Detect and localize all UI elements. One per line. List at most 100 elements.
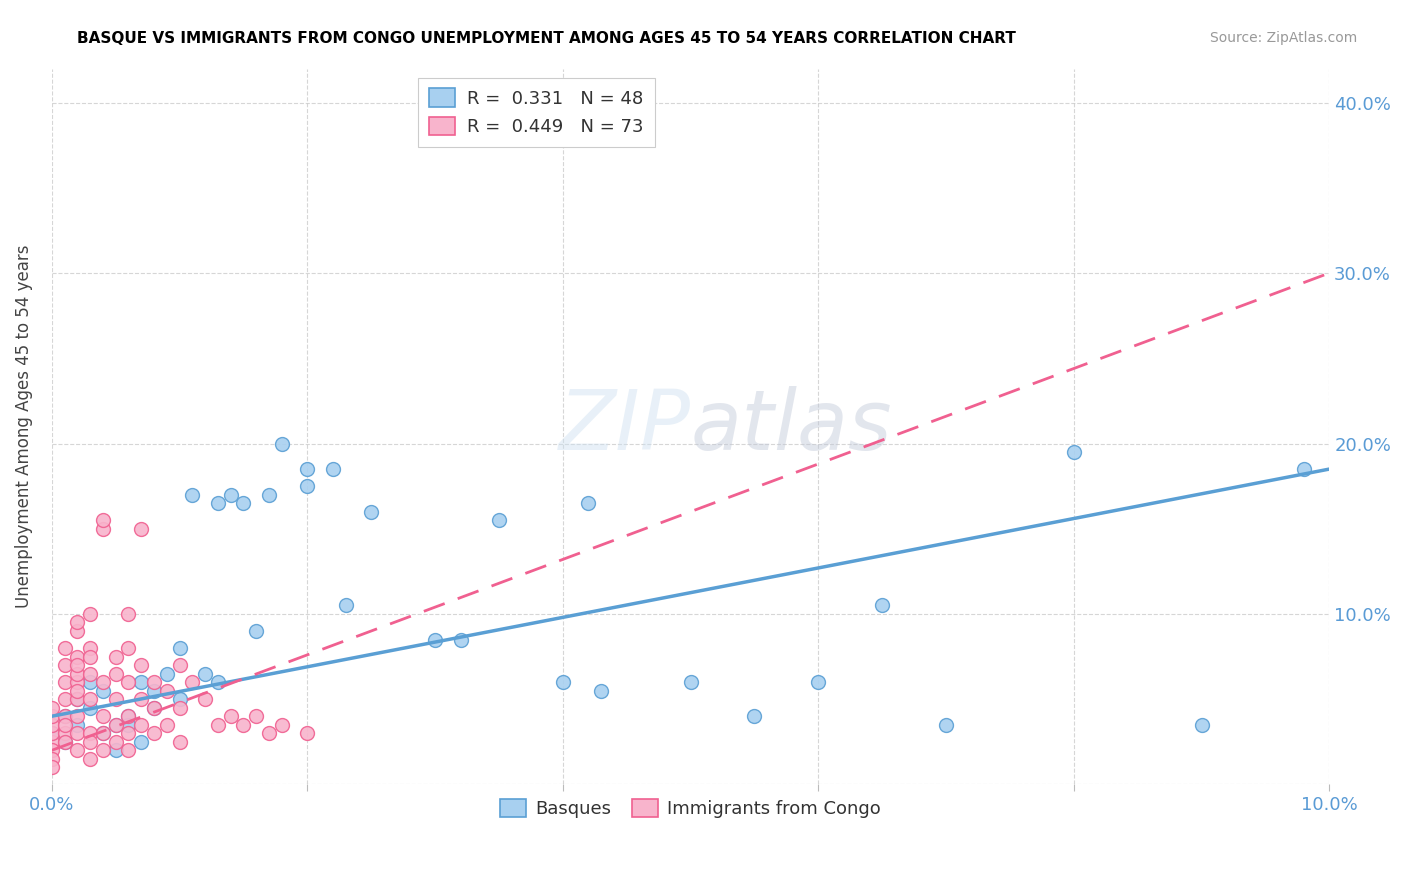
Point — [194, 666, 217, 681]
Point — [91, 726, 114, 740]
Point — [1063, 445, 1085, 459]
Point — [53, 709, 76, 723]
Point — [297, 479, 319, 493]
Point — [91, 522, 114, 536]
Point — [142, 683, 165, 698]
Point — [41, 700, 63, 714]
Point — [257, 488, 280, 502]
Point — [79, 675, 101, 690]
Point — [169, 735, 191, 749]
Point — [181, 488, 204, 502]
Point — [66, 615, 89, 630]
Point — [335, 599, 357, 613]
Point — [935, 718, 957, 732]
Point — [870, 599, 893, 613]
Point — [117, 709, 139, 723]
Point — [66, 683, 89, 698]
Point — [423, 632, 446, 647]
Point — [207, 675, 229, 690]
Point — [66, 726, 89, 740]
Point — [270, 718, 292, 732]
Y-axis label: Unemployment Among Ages 45 to 54 years: Unemployment Among Ages 45 to 54 years — [15, 244, 32, 608]
Point — [91, 513, 114, 527]
Text: Source: ZipAtlas.com: Source: ZipAtlas.com — [1209, 31, 1357, 45]
Point — [79, 607, 101, 621]
Point — [181, 675, 204, 690]
Point — [104, 666, 127, 681]
Point — [551, 675, 574, 690]
Point — [66, 743, 89, 757]
Point — [156, 666, 179, 681]
Point — [219, 488, 242, 502]
Point — [591, 683, 613, 698]
Point — [207, 718, 229, 732]
Point — [53, 735, 76, 749]
Point — [104, 692, 127, 706]
Point — [245, 709, 267, 723]
Point — [104, 718, 127, 732]
Point — [91, 709, 114, 723]
Point — [1292, 462, 1315, 476]
Point — [66, 718, 89, 732]
Point — [169, 641, 191, 656]
Point — [297, 462, 319, 476]
Point — [322, 462, 344, 476]
Point — [297, 726, 319, 740]
Point — [169, 700, 191, 714]
Point — [79, 735, 101, 749]
Point — [66, 675, 89, 690]
Point — [104, 649, 127, 664]
Point — [129, 692, 152, 706]
Point — [142, 675, 165, 690]
Point — [142, 726, 165, 740]
Point — [53, 718, 76, 732]
Point — [245, 624, 267, 638]
Point — [91, 675, 114, 690]
Point — [270, 436, 292, 450]
Point — [41, 735, 63, 749]
Point — [117, 607, 139, 621]
Point — [156, 718, 179, 732]
Legend: Basques, Immigrants from Congo: Basques, Immigrants from Congo — [494, 792, 887, 825]
Point — [207, 496, 229, 510]
Point — [744, 709, 766, 723]
Point — [129, 735, 152, 749]
Point — [219, 709, 242, 723]
Point — [576, 496, 599, 510]
Point — [53, 641, 76, 656]
Point — [66, 624, 89, 638]
Point — [450, 632, 472, 647]
Point — [66, 692, 89, 706]
Point — [41, 718, 63, 732]
Point — [41, 726, 63, 740]
Point — [91, 743, 114, 757]
Point — [169, 658, 191, 673]
Point — [41, 760, 63, 774]
Point — [41, 709, 63, 723]
Point — [142, 700, 165, 714]
Point — [117, 675, 139, 690]
Point — [104, 735, 127, 749]
Point — [66, 666, 89, 681]
Point — [53, 735, 76, 749]
Point — [156, 683, 179, 698]
Point — [41, 743, 63, 757]
Point — [117, 726, 139, 740]
Point — [142, 700, 165, 714]
Point — [79, 641, 101, 656]
Point — [129, 658, 152, 673]
Point — [79, 700, 101, 714]
Point — [488, 513, 510, 527]
Point — [129, 522, 152, 536]
Point — [79, 666, 101, 681]
Point — [79, 692, 101, 706]
Point — [117, 743, 139, 757]
Point — [91, 683, 114, 698]
Point — [232, 496, 254, 510]
Point — [117, 641, 139, 656]
Point — [257, 726, 280, 740]
Point — [66, 658, 89, 673]
Point — [79, 752, 101, 766]
Point — [91, 726, 114, 740]
Point — [232, 718, 254, 732]
